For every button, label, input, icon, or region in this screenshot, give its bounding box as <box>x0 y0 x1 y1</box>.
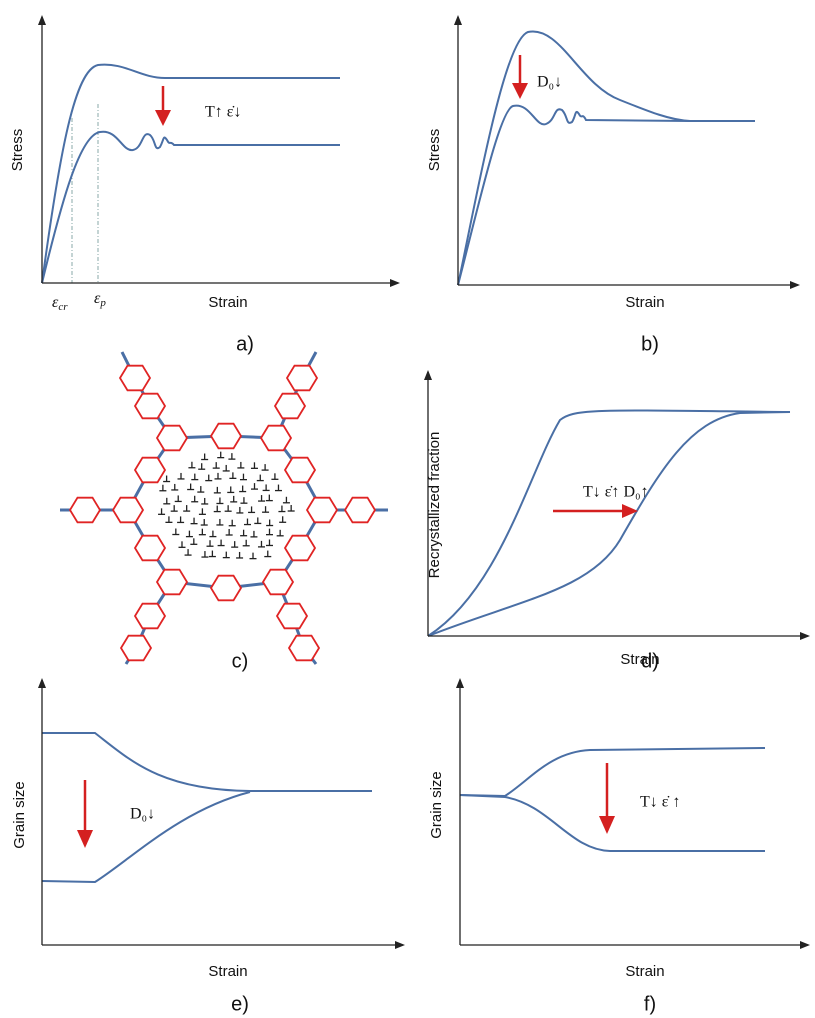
marker-subscript: cr <box>58 301 68 313</box>
arrow-head <box>77 830 93 848</box>
grain <box>287 366 317 391</box>
annotation: T↓ ε̇↑ D₀↑ <box>583 484 649 501</box>
x-axis-arrow <box>790 281 800 289</box>
x-axis-arrow <box>390 279 400 287</box>
grain <box>121 636 151 661</box>
y-axis-label: Grain size <box>428 771 445 839</box>
curve-upper <box>458 31 755 285</box>
x-axis-arrow <box>395 941 405 949</box>
arrow-head <box>155 110 171 126</box>
arrow-head <box>599 816 615 834</box>
y-axis-arrow <box>38 15 46 25</box>
figure: T↑ ε̇↓ εcr εp Strain Stress a) D₀↓ Strai… <box>0 0 815 1018</box>
y-axis-label: Stress <box>9 129 26 172</box>
marker: εcr <box>52 294 68 313</box>
y-axis-label: Stress <box>426 129 443 172</box>
grain <box>135 604 165 629</box>
annotation: D₀↓ <box>537 74 562 91</box>
panel-label: d) <box>641 650 659 672</box>
panel-b: D₀↓ Strain Stress b) <box>426 31 755 355</box>
grain <box>285 536 315 561</box>
grain <box>135 458 165 483</box>
panel-a: T↑ ε̇↓ εcr εp Strain Stress a) <box>9 65 340 356</box>
curve-lower <box>42 132 340 283</box>
grain <box>120 366 150 391</box>
y-axis-arrow <box>454 15 462 25</box>
curve-upper <box>42 733 372 791</box>
x-axis-label: Strain <box>208 294 247 311</box>
grain <box>261 426 291 451</box>
marker: εp <box>94 290 106 309</box>
grain <box>289 636 319 661</box>
panel-label: e) <box>231 993 249 1015</box>
grain <box>135 394 165 419</box>
panel-f: T↓ ε̇ ↑ Strain Grain size f) <box>428 748 765 1015</box>
grain <box>157 426 187 451</box>
arrow-head <box>512 83 528 99</box>
x-axis-arrow <box>800 941 810 949</box>
grain <box>277 604 307 629</box>
annotation: T↑ ε̇↓ <box>205 104 242 121</box>
grain <box>113 498 143 523</box>
panel-e: D₀↓ Strain Grain size e) <box>11 733 372 1015</box>
x-axis-arrow <box>800 632 810 640</box>
x-axis-label: Strain <box>625 963 664 980</box>
annotation: T↓ ε̇ ↑ <box>640 794 681 811</box>
grain <box>135 536 165 561</box>
curve-slow <box>428 412 790 636</box>
grain <box>211 576 241 601</box>
y-axis-arrow <box>38 678 46 688</box>
panel-label: f) <box>644 993 656 1015</box>
y-axis-label: Grain size <box>11 781 28 849</box>
x-axis-label: Strain <box>625 294 664 311</box>
curve-upper <box>42 65 340 283</box>
grain <box>345 498 375 523</box>
arrow-head <box>622 504 638 518</box>
grain <box>211 424 241 449</box>
marker-subscript: p <box>99 297 106 309</box>
curve-fast <box>428 410 790 636</box>
panel-label: a) <box>236 333 254 355</box>
grain <box>275 394 305 419</box>
y-axis-arrow <box>456 678 464 688</box>
grain <box>157 570 187 595</box>
grain <box>70 498 100 523</box>
panel-d: T↓ ε̇↑ D₀↑ Strain Recrystallized fractio… <box>426 410 790 672</box>
curve-upper <box>460 748 765 796</box>
y-axis-arrow <box>424 370 432 380</box>
grain-network <box>60 352 388 664</box>
panel-label: c) <box>232 650 249 672</box>
curve-lower <box>458 106 690 285</box>
curve-lower <box>460 795 765 851</box>
panel-label: b) <box>641 333 659 355</box>
grain <box>263 570 293 595</box>
grain <box>285 458 315 483</box>
x-axis-label: Strain <box>208 963 247 980</box>
annotation: D₀↓ <box>130 806 155 823</box>
grain <box>307 498 337 523</box>
